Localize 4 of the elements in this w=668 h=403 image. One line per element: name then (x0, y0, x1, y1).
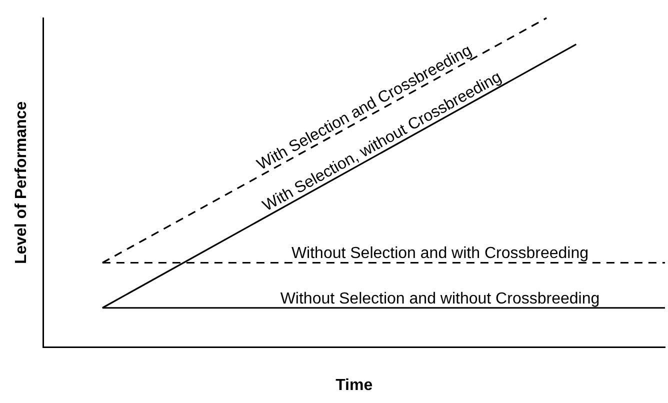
series-label: Without Selection and with Crossbreeding (291, 245, 588, 262)
series-label: Without Selection and without Crossbreeding (280, 290, 600, 308)
y-axis-title: Level of Performance (13, 101, 30, 264)
x-axis-title: Time (336, 376, 373, 394)
